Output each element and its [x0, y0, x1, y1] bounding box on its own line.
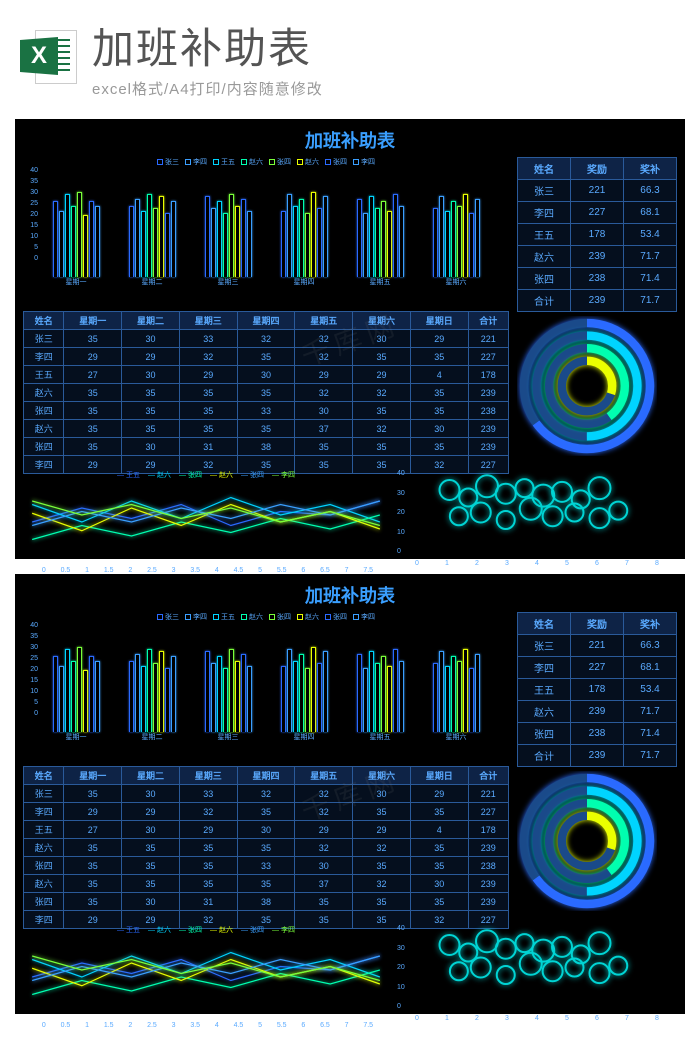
line-chart: 王五赵六张四赵六张四李四00.511.522.533.544.555.566.5…	[23, 470, 389, 570]
donut-chart	[517, 766, 677, 921]
dashboard-preview-1: 加班补助表千库网张三李四王五赵六张四赵六张四李四4035302520151050…	[15, 119, 685, 559]
bubble-chart: 403020100012345678	[397, 925, 677, 1025]
page-title: 加班补助表	[92, 15, 680, 76]
bar-legend: 张三李四王五赵六张四赵六张四李四	[23, 157, 509, 167]
line-chart: 王五赵六张四赵六张四李四00.511.522.533.544.555.566.5…	[23, 925, 389, 1025]
data-table: 姓名星期一星期二星期三星期四星期五星期六星期日合计张三3530333232302…	[23, 766, 509, 921]
bar-chart: 张三李四王五赵六张四赵六张四李四4035302520151050星期一星期二星期…	[23, 157, 509, 307]
dashboard-preview-2: 加班补助表千库网张三李四王五赵六张四赵六张四李四4035302520151050…	[15, 574, 685, 1014]
data-table: 姓名星期一星期二星期三星期四星期五星期六星期日合计张三3530333232302…	[23, 311, 509, 466]
bubble-chart: 403020100012345678	[397, 470, 677, 570]
dashboard-title: 加班补助表	[23, 582, 677, 608]
dashboard-previews: 加班补助表千库网张三李四王五赵六张四赵六张四李四4035302520151050…	[0, 104, 700, 1029]
bar-legend: 张三李四王五赵六张四赵六张四李四	[23, 612, 509, 622]
page-subtitle: excel格式/A4打印/内容随意修改	[92, 78, 680, 99]
dashboard-title: 加班补助表	[23, 127, 677, 153]
page-header: X 加班补助表 excel格式/A4打印/内容随意修改	[0, 0, 700, 104]
summary-table: 姓名奖励奖补张三22166.3李四22768.1王五17853.4赵六23971…	[517, 157, 677, 307]
title-block: 加班补助表 excel格式/A4打印/内容随意修改	[92, 15, 680, 99]
donut-chart	[517, 311, 677, 466]
excel-icon: X	[20, 27, 80, 87]
summary-table: 姓名奖励奖补张三22166.3李四22768.1王五17853.4赵六23971…	[517, 612, 677, 762]
bar-chart: 张三李四王五赵六张四赵六张四李四4035302520151050星期一星期二星期…	[23, 612, 509, 762]
